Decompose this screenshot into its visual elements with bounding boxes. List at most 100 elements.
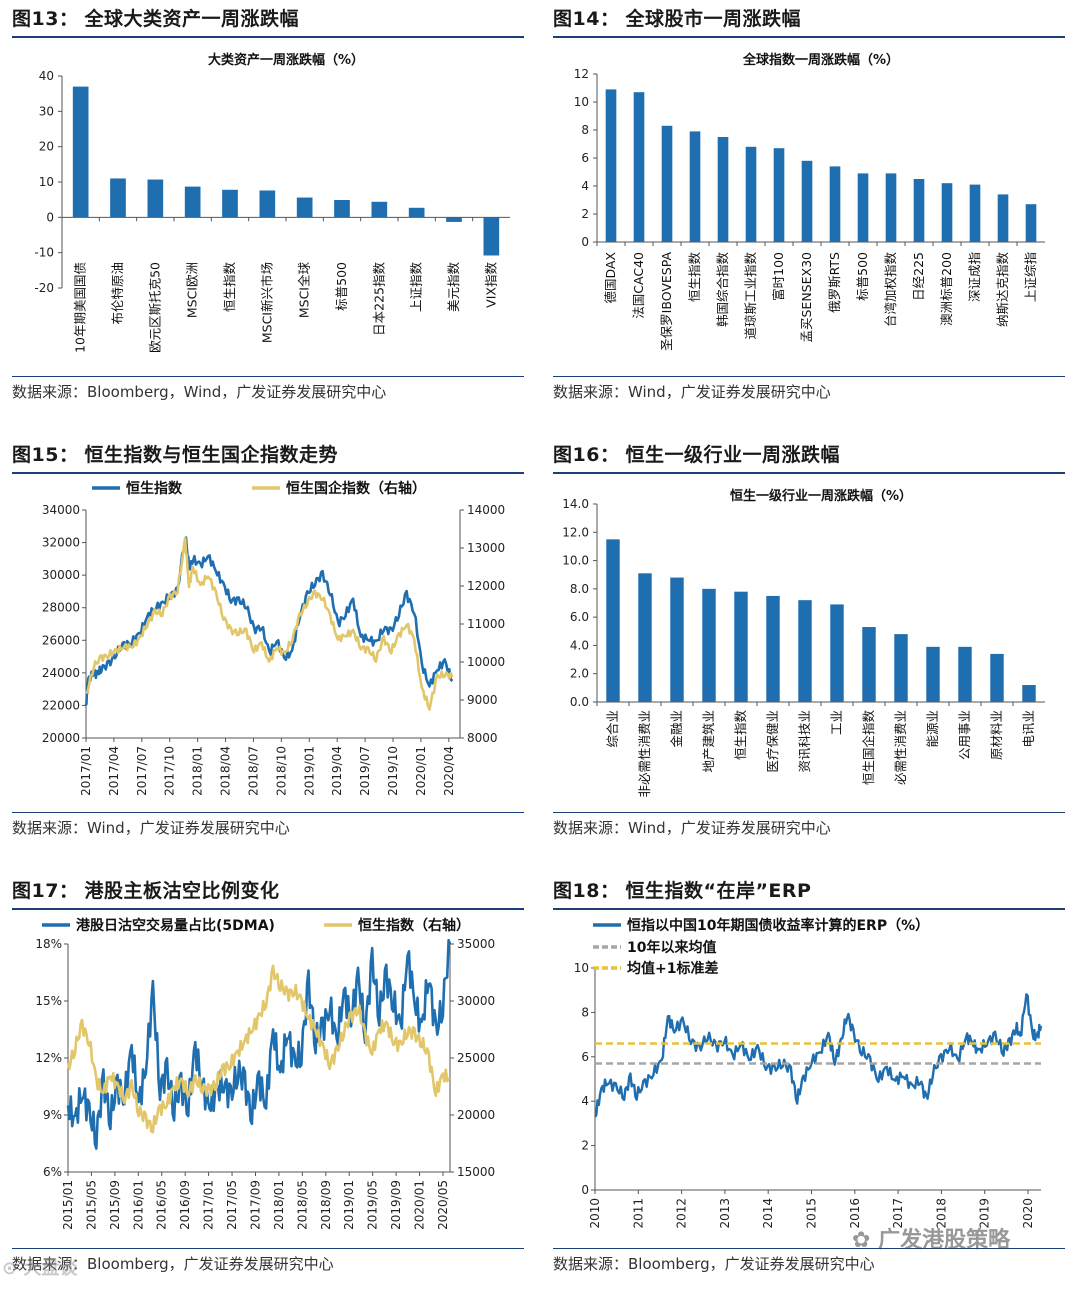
x-tick-label: 2016/01 bbox=[131, 1180, 145, 1230]
x-category-label: 德国DAX bbox=[603, 252, 618, 304]
x-tick-label: 2017/09 bbox=[248, 1180, 262, 1230]
figure-number: 图18： bbox=[553, 880, 620, 902]
legend-label: 均值+1标准差 bbox=[627, 960, 718, 977]
legend-label: 恒指以中国10年期国债收益率计算的ERP（%） bbox=[627, 917, 929, 934]
x-tick-label: 2017/07 bbox=[135, 746, 149, 796]
bar bbox=[1022, 685, 1036, 702]
x-tick-label: 2017/01 bbox=[202, 1180, 216, 1230]
y-right-tick-label: 8000 bbox=[467, 731, 498, 745]
chart-title: 恒生一级行业一周涨跌幅（%） bbox=[730, 488, 912, 504]
series-line bbox=[594, 993, 1043, 1118]
x-category-label: 圣保罗IBOVESPA bbox=[659, 252, 674, 351]
y-left-tick-label: 20000 bbox=[42, 731, 80, 745]
y-tick-label: 10 bbox=[39, 175, 54, 189]
y-right-tick-label: 25000 bbox=[457, 1051, 495, 1065]
x-category-label: 日经225 bbox=[911, 252, 926, 301]
x-category-label: 必需性消费业 bbox=[893, 710, 908, 785]
y-right-tick-label: 30000 bbox=[457, 994, 495, 1008]
figure-number: 图17： bbox=[12, 880, 79, 902]
y-right-tick-label: 35000 bbox=[457, 937, 495, 951]
series-line bbox=[85, 537, 454, 711]
x-category-label: 原材料业 bbox=[989, 710, 1004, 760]
y-tick-label: 20 bbox=[39, 140, 54, 154]
bar bbox=[110, 178, 126, 218]
x-tick-label: 2017/05 bbox=[225, 1180, 239, 1230]
figure-title: 图13： 全球大类资产一周涨跌幅 bbox=[12, 2, 524, 38]
y-left-tick-label: 30000 bbox=[42, 568, 80, 582]
figure-13: 图13： 全球大类资产一周涨跌幅 大类资产一周涨跌幅（%） -20 -10 0 10 20 3… bbox=[12, 2, 524, 422]
bar-chart-global-indices: 全球指数一周涨跌幅（%） 0 2 4 6 8 10 12 德国DAX 法国CAC40 圣保罗IBOV… bbox=[574, 52, 1045, 351]
x-category-label: 法国CAC40 bbox=[631, 252, 646, 319]
x-tick-label: 2018/04 bbox=[219, 746, 233, 796]
bar bbox=[296, 197, 313, 218]
y-left-tick-label: 12% bbox=[35, 1051, 62, 1065]
figure-number: 图16： bbox=[553, 444, 620, 466]
y-tick-label: 0 bbox=[46, 210, 54, 224]
x-category-label: 美元指数 bbox=[446, 262, 461, 313]
x-tick-label: 2017/01 bbox=[79, 746, 93, 796]
figure-source: 数据来源：Bloomberg，Wind，广发证券发展研究中心 bbox=[12, 376, 524, 407]
y-tick-label: 4.0 bbox=[570, 638, 589, 652]
x-category-label: 恒生指数 bbox=[687, 252, 702, 303]
x-tick-label: 2019/09 bbox=[389, 1180, 403, 1230]
y-tick-label: 10 bbox=[574, 95, 589, 109]
x-category-label: 非必需性消费业 bbox=[637, 710, 652, 798]
y-tick-label: 2.0 bbox=[570, 667, 589, 681]
bar bbox=[913, 179, 925, 242]
x-category-label: VIX指数 bbox=[483, 262, 498, 308]
x-tick-label: 2018/01 bbox=[272, 1180, 286, 1230]
bar bbox=[702, 588, 716, 702]
bar bbox=[798, 600, 812, 702]
series-line bbox=[66, 938, 452, 1150]
x-category-label: 孟买SENSEX30 bbox=[799, 252, 814, 343]
figure-source: 数据来源：Wind，广发证券发展研究中心 bbox=[553, 812, 1065, 843]
y-tick-label: -10 bbox=[34, 246, 54, 260]
bar bbox=[801, 160, 813, 242]
x-tick-label: 2020/05 bbox=[436, 1180, 450, 1230]
bar bbox=[606, 539, 620, 702]
x-category-label: 恒生国企指数 bbox=[861, 710, 876, 786]
y-left-tick-label: 24000 bbox=[42, 666, 80, 680]
y-left-tick-label: 10 bbox=[574, 961, 589, 975]
x-tick-label: 2017/10 bbox=[163, 746, 177, 796]
legend-label: 恒生国企指数（右轴） bbox=[286, 480, 426, 497]
y-right-tick-label: 13000 bbox=[467, 541, 505, 555]
x-tick-label: 2015/05 bbox=[84, 1180, 98, 1230]
bar bbox=[408, 207, 425, 218]
x-category-label: 欧元区斯托克50 bbox=[147, 262, 162, 353]
figure-title: 图16： 恒生一级行业一周涨跌幅 bbox=[553, 438, 1065, 474]
figure-number: 图13： bbox=[12, 8, 79, 30]
y-right-tick-label: 11000 bbox=[467, 617, 505, 631]
legend-label: 恒生指数 bbox=[126, 480, 183, 497]
watermark-text: 广发港股策略 bbox=[878, 1228, 1011, 1253]
x-tick-label: 2020/04 bbox=[442, 746, 456, 796]
x-category-label: 资讯科技业 bbox=[797, 710, 812, 773]
x-category-label: 纳斯达克指数 bbox=[995, 252, 1010, 328]
figure-number: 图15： bbox=[12, 444, 79, 466]
figure-title-text: 恒生指数“在岸”ERP bbox=[625, 880, 812, 902]
bar bbox=[997, 194, 1009, 242]
x-category-label: 医疗保健业 bbox=[765, 710, 780, 773]
x-category-label: 富时100 bbox=[771, 252, 786, 301]
legend-label: 恒生指数（右轴） bbox=[358, 917, 470, 934]
figure-title-text: 全球大类资产一周涨跌幅 bbox=[84, 8, 299, 30]
x-category-label: 日本225指数 bbox=[371, 262, 386, 336]
bar bbox=[334, 200, 350, 218]
figure-title: 图15： 恒生指数与恒生国企指数走势 bbox=[12, 438, 524, 474]
y-tick-label: 10.0 bbox=[562, 554, 589, 568]
x-tick-label: 2019 bbox=[978, 1198, 992, 1229]
x-category-label: 澳洲标普200 bbox=[939, 252, 954, 326]
x-tick-label: 2019/10 bbox=[386, 746, 400, 796]
bar bbox=[773, 148, 785, 242]
figure-title-text: 恒生一级行业一周涨跌幅 bbox=[625, 444, 840, 466]
legend-label: 10年以来均值 bbox=[627, 939, 716, 956]
figure-15: 图15： 恒生指数与恒生国企指数走势 20000 22000 24000 26000 28… bbox=[12, 438, 524, 858]
figure-source: 数据来源：Wind，广发证券发展研究中心 bbox=[553, 376, 1065, 407]
y-tick-label: 8 bbox=[581, 123, 589, 137]
y-left-tick-label: 9% bbox=[43, 1108, 62, 1122]
y-left-tick-label: 8 bbox=[581, 1005, 589, 1019]
x-category-label: 恒生指数 bbox=[733, 710, 748, 761]
watermark-left-icon: ⊙ bbox=[2, 1258, 18, 1279]
x-category-label: 地产建筑业 bbox=[701, 710, 716, 773]
bar bbox=[894, 634, 908, 702]
